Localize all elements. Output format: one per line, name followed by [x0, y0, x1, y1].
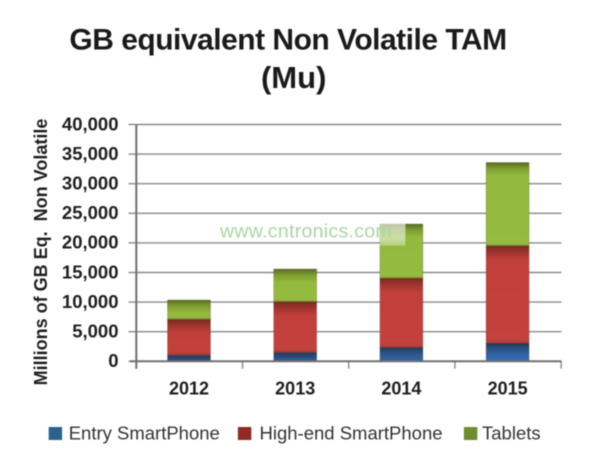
- svg-text:Entry SmartPhone: Entry SmartPhone: [69, 423, 220, 444]
- svg-text:2013: 2013: [275, 379, 315, 399]
- svg-text:35,000: 35,000: [62, 143, 119, 164]
- svg-text:0: 0: [108, 350, 118, 371]
- svg-text:www.cntronics.com: www.cntronics.com: [219, 221, 392, 243]
- svg-text:25,000: 25,000: [62, 202, 119, 223]
- svg-text:GB equivalent Non Volatile TAM: GB equivalent Non Volatile TAM: [69, 24, 506, 57]
- svg-text:2015: 2015: [488, 379, 528, 399]
- svg-text:5,000: 5,000: [72, 321, 118, 342]
- svg-text:15,000: 15,000: [62, 261, 119, 282]
- svg-text:30,000: 30,000: [62, 173, 119, 194]
- svg-text:20,000: 20,000: [62, 232, 119, 253]
- svg-text:(Mu): (Mu): [261, 60, 326, 95]
- svg-text:Tablets: Tablets: [482, 423, 541, 444]
- svg-text:2014: 2014: [381, 379, 421, 399]
- svg-text:Millions of GB Eq. Non Volati: Millions of GB Eq. Non Volatile: [31, 119, 51, 386]
- svg-text:2012: 2012: [169, 379, 209, 399]
- svg-text:High-end SmartPhone: High-end SmartPhone: [260, 423, 443, 444]
- svg-text:40,000: 40,000: [62, 113, 119, 134]
- svg-text:10,000: 10,000: [62, 291, 119, 312]
